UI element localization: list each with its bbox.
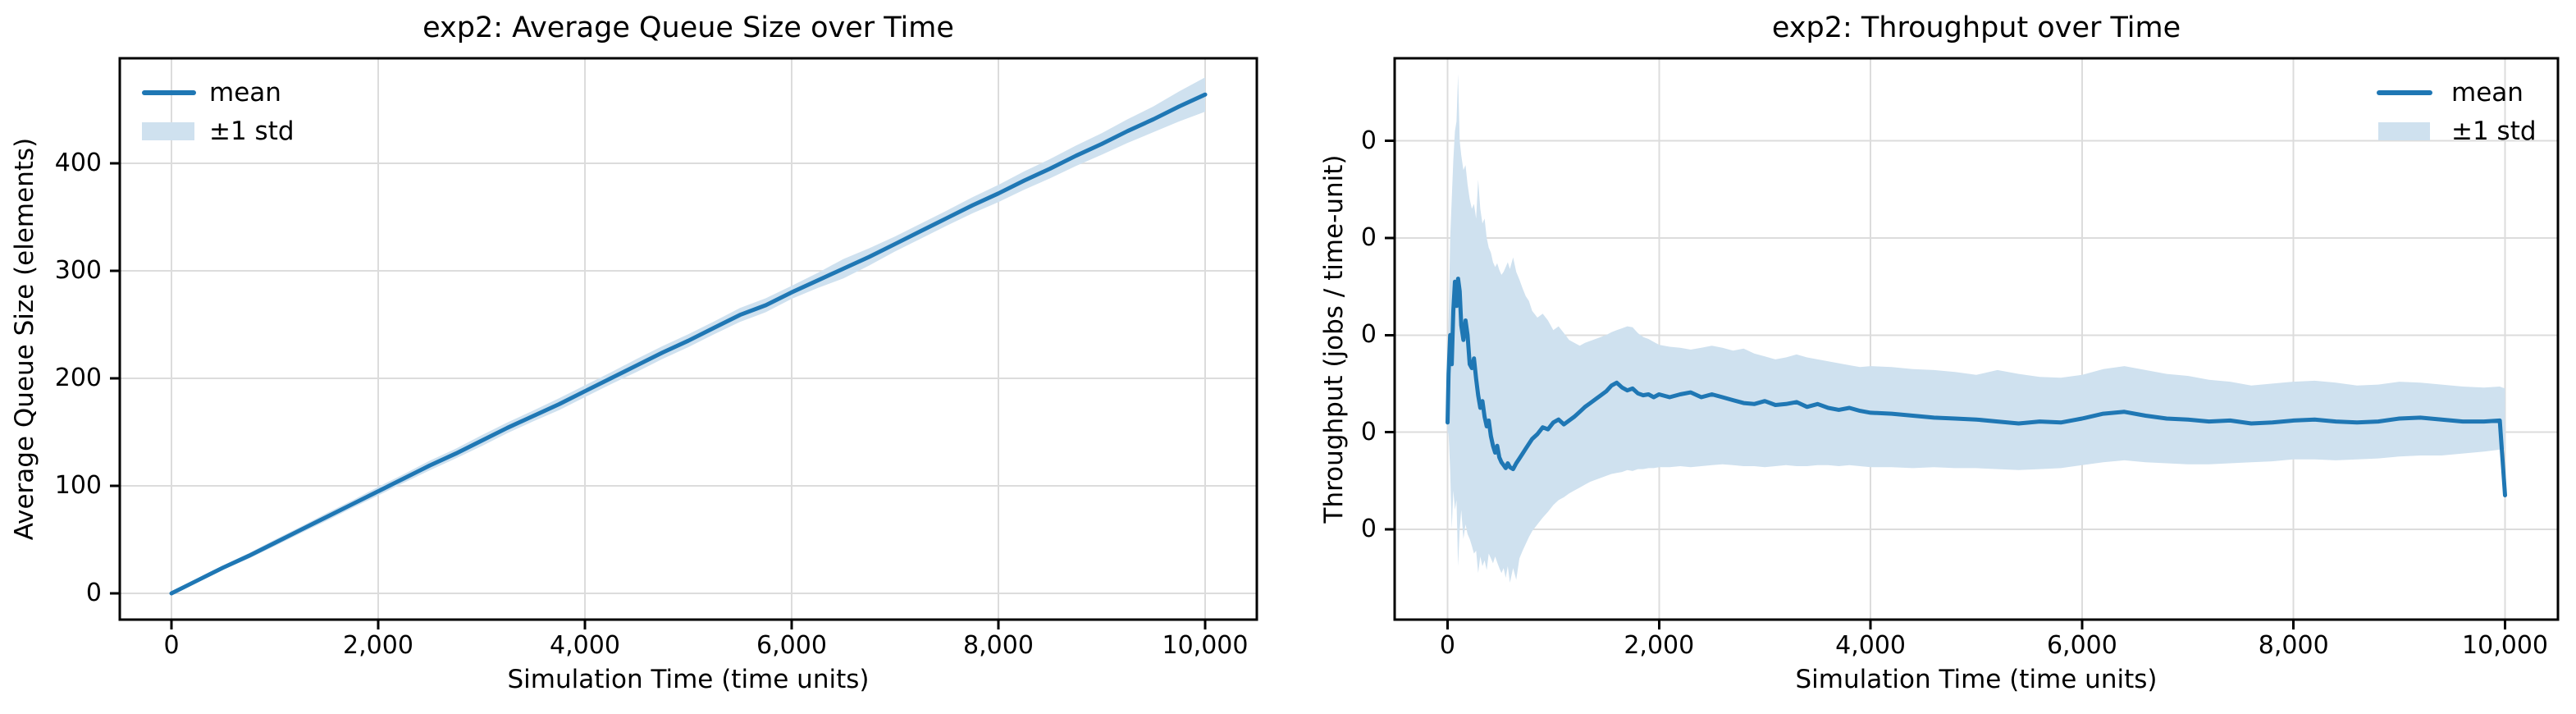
legend-label-mean: mean — [2451, 78, 2523, 108]
chart-title-throughput: exp2: Throughput over Time — [1771, 11, 2181, 44]
legend-std-band-swatch — [142, 122, 194, 140]
x-tick-label: 6,000 — [2046, 631, 2117, 660]
axes-spines — [1393, 57, 2560, 621]
x-tick-label: 2,000 — [1624, 631, 1695, 660]
mean-line — [169, 92, 1208, 596]
legend-label-mean: mean — [209, 78, 281, 108]
y-tick-label: 200 — [54, 364, 102, 392]
x-tick-label: 0 — [163, 631, 180, 660]
y-tick-label: 300 — [54, 256, 102, 285]
x-tick-label: 2,000 — [343, 631, 413, 660]
x-tick-label: 8,000 — [2258, 631, 2329, 660]
y-tick-label: 0 — [1360, 126, 1377, 155]
axes-spines — [118, 57, 1258, 621]
legend-std-band-swatch — [2378, 122, 2430, 140]
x-tick-label: 6,000 — [756, 631, 827, 660]
y-tick-label: 400 — [54, 148, 102, 177]
y-tick-label: 100 — [54, 471, 102, 501]
mean-line — [1446, 277, 2507, 497]
legend-label-std: ±1 std — [2451, 117, 2537, 146]
x-tick-label: 8,000 — [963, 631, 1034, 660]
std-band — [1447, 73, 2505, 583]
x-tick-label: 10,000 — [1162, 631, 1249, 660]
y-tick-label: 0 — [85, 579, 102, 608]
y-tick-label: 0 — [1360, 320, 1377, 350]
chart-title-queue: exp2: Average Queue Size over Time — [422, 11, 954, 44]
x-axis-label-throughput: Simulation Time (time units) — [1795, 665, 2158, 694]
x-tick-label: 4,000 — [550, 631, 620, 660]
x-tick-label: 4,000 — [1835, 631, 1907, 660]
x-tick-label: 10,000 — [2462, 631, 2549, 660]
legend-mean-line-swatch — [142, 90, 196, 95]
legend-label-std: ±1 std — [209, 117, 295, 146]
legend-mean-line-swatch — [2377, 90, 2432, 95]
y-tick-label: 0 — [1360, 222, 1377, 252]
y-tick-label: 0 — [1360, 514, 1377, 543]
y-tick-label: 0 — [1360, 417, 1377, 446]
x-tick-label: 0 — [1439, 631, 1455, 660]
x-axis-label-queue: Simulation Time (time units) — [507, 665, 870, 694]
